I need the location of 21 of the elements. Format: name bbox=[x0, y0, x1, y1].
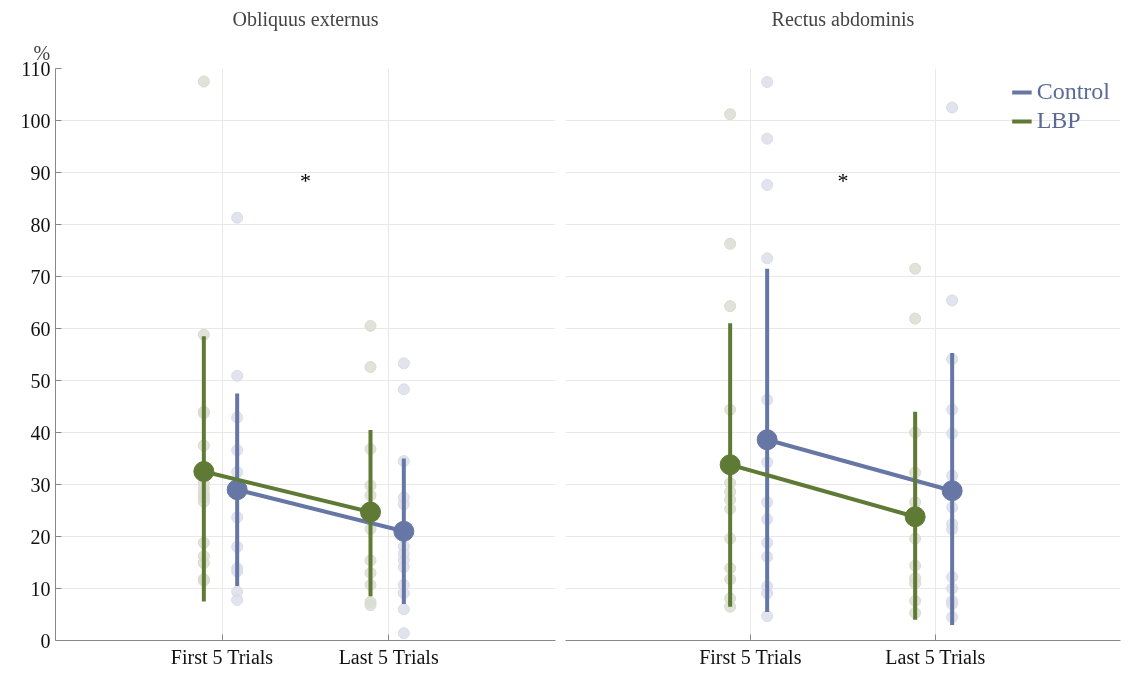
x-tick-label: Last 5 Trials bbox=[338, 645, 439, 668]
annotation: * bbox=[837, 167, 849, 193]
x-tick-label: First 5 Trials bbox=[699, 645, 802, 668]
y-tick-label: 0 bbox=[40, 629, 51, 652]
legend-label: Control bbox=[1036, 78, 1110, 105]
legend-label: LBP bbox=[1036, 107, 1081, 134]
y-tick-label: 70 bbox=[30, 265, 51, 288]
chart-title: Rectus abdominis bbox=[771, 7, 915, 30]
y-tick-label: 20 bbox=[30, 525, 51, 548]
y-tick-label: 80 bbox=[30, 213, 51, 236]
y-tick-label: 100 bbox=[20, 109, 51, 132]
y-tick-label: 10 bbox=[30, 577, 51, 600]
y-tick-label: 60 bbox=[30, 317, 51, 340]
chart-title: Obliquus externus bbox=[232, 7, 379, 31]
y-tick-label: 30 bbox=[30, 473, 51, 496]
x-tick-label: First 5 Trials bbox=[170, 645, 274, 668]
annotation: * bbox=[300, 167, 311, 193]
y-tick-label: 40 bbox=[30, 421, 51, 444]
y-tick-label: 90 bbox=[30, 161, 51, 184]
x-tick-label: Last 5 Trials bbox=[885, 645, 986, 668]
y-tick-label: 50 bbox=[30, 369, 51, 392]
